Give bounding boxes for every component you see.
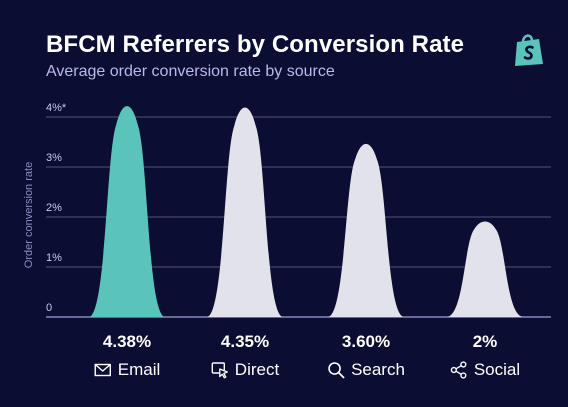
category-label-email: Email <box>117 360 161 379</box>
category-email: Email <box>94 358 161 382</box>
category-direct: Direct <box>211 358 279 382</box>
search-icon <box>328 362 345 379</box>
value-label-email: 4.38% <box>103 332 151 351</box>
y-tick-label-1: 1% <box>46 252 62 264</box>
share-icon <box>450 361 467 379</box>
shopify-bag-icon <box>515 34 543 66</box>
value-label-search: 3.60% <box>342 332 390 351</box>
y-tick-label-0: 0 <box>46 302 52 314</box>
chart-title: BFCM Referrers by Conversion Rate <box>46 31 465 58</box>
category-search: Search <box>327 358 405 382</box>
category-label-search: Search <box>351 360 405 379</box>
value-label-social: 2% <box>473 332 498 351</box>
y-tick-label-3: 3% <box>46 152 62 164</box>
category-label-direct: Direct <box>234 360 280 379</box>
category-label-social: Social <box>473 360 521 379</box>
peak-direct <box>207 107 283 318</box>
mail-icon <box>94 363 111 377</box>
cursor-window-icon <box>211 362 228 379</box>
y-tick-label-4: 4%* <box>46 102 67 114</box>
y-tick-label-2: 2% <box>46 202 62 214</box>
chart-subtitle: Average order conversion rate by source <box>46 63 335 80</box>
category-social: Social <box>450 358 520 382</box>
peak-email <box>89 106 165 317</box>
value-label-direct: 4.35% <box>221 332 269 351</box>
peak-social <box>447 221 523 317</box>
peak-search <box>328 143 404 317</box>
